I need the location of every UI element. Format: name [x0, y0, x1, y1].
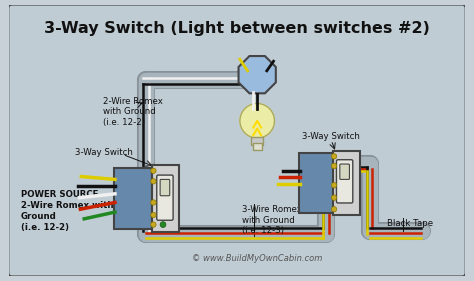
FancyBboxPatch shape	[160, 179, 170, 196]
FancyBboxPatch shape	[157, 175, 173, 220]
Circle shape	[151, 222, 156, 227]
Text: 3-Way Switch: 3-Way Switch	[302, 132, 360, 141]
FancyBboxPatch shape	[153, 165, 179, 232]
FancyBboxPatch shape	[251, 137, 264, 145]
Polygon shape	[238, 56, 276, 93]
Text: © www.BuildMyOwnCabin.com: © www.BuildMyOwnCabin.com	[192, 254, 322, 263]
FancyBboxPatch shape	[253, 143, 262, 150]
Text: POWER SOURCE
2-Wire Romex with
Ground
(i.e. 12-2): POWER SOURCE 2-Wire Romex with Ground (i…	[21, 190, 113, 232]
Circle shape	[151, 212, 156, 218]
Circle shape	[331, 182, 337, 188]
FancyBboxPatch shape	[340, 164, 349, 179]
FancyBboxPatch shape	[114, 168, 153, 229]
Text: 3-Wire Romex
with Ground
(i.e. 12-3): 3-Wire Romex with Ground (i.e. 12-3)	[242, 205, 301, 235]
Circle shape	[160, 222, 166, 227]
Text: Black Tape: Black Tape	[387, 219, 433, 228]
FancyBboxPatch shape	[300, 153, 335, 213]
Text: 2-Wire Romex
with Ground
(i.e. 12-2): 2-Wire Romex with Ground (i.e. 12-2)	[103, 97, 164, 126]
Circle shape	[151, 179, 156, 184]
Circle shape	[151, 168, 156, 173]
Circle shape	[151, 200, 156, 205]
Text: 3-Way Switch (Light between switches #2): 3-Way Switch (Light between switches #2)	[44, 21, 430, 36]
Text: 3-Way Switch: 3-Way Switch	[74, 148, 132, 157]
Circle shape	[331, 163, 337, 169]
Circle shape	[331, 207, 337, 212]
FancyBboxPatch shape	[9, 4, 465, 277]
FancyBboxPatch shape	[333, 151, 360, 215]
FancyBboxPatch shape	[337, 160, 353, 203]
Circle shape	[331, 154, 337, 159]
Polygon shape	[240, 103, 274, 138]
Circle shape	[331, 195, 337, 200]
